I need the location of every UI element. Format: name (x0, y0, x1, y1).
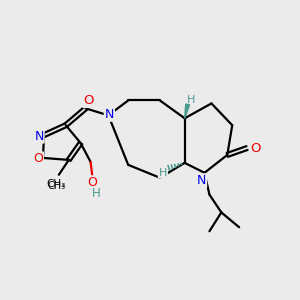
Text: H: H (186, 95, 195, 106)
Text: N: N (197, 174, 206, 187)
Text: CH₃: CH₃ (46, 179, 65, 189)
Text: O: O (33, 152, 43, 165)
Text: O: O (83, 94, 94, 107)
Text: H: H (92, 187, 101, 200)
Text: O: O (250, 142, 260, 154)
Text: H: H (159, 168, 167, 178)
Text: N: N (34, 130, 44, 142)
Text: N: N (105, 108, 114, 121)
Text: CH₃: CH₃ (48, 181, 66, 191)
Text: O: O (88, 176, 98, 189)
Polygon shape (185, 104, 190, 118)
